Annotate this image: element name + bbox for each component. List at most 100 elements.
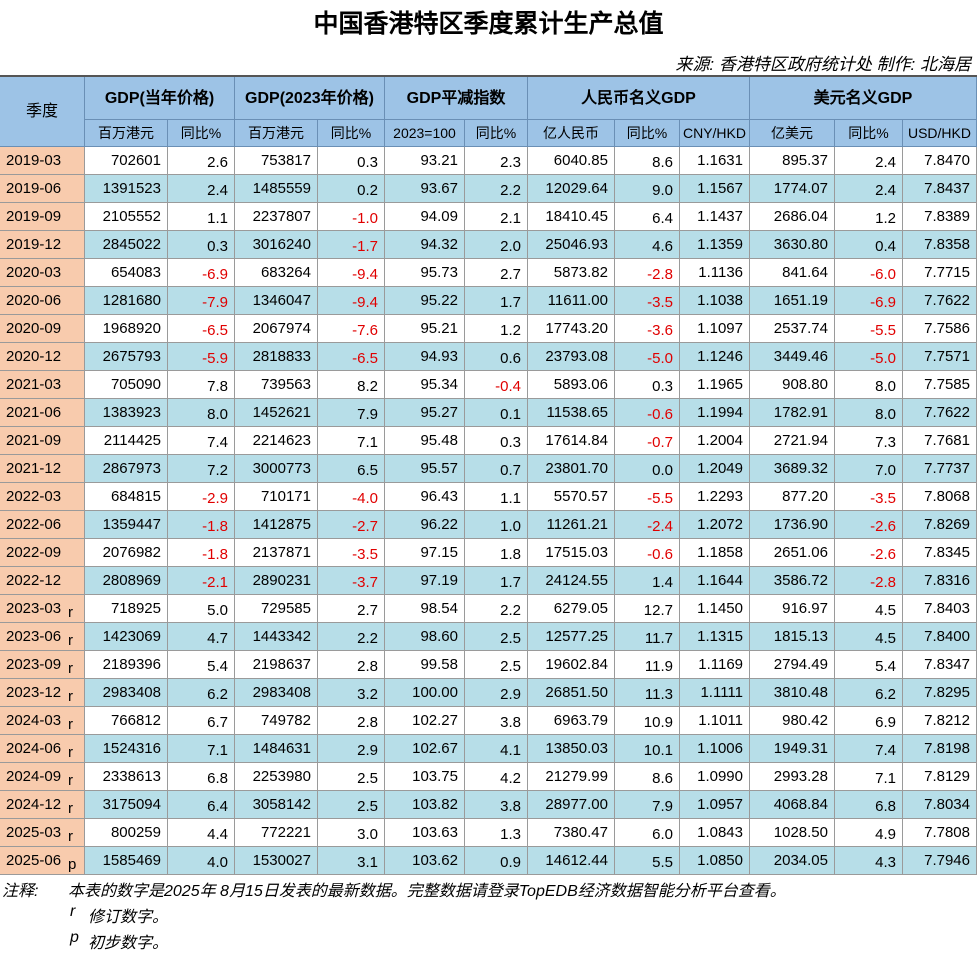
data-cell: 1815.13 [750, 623, 835, 651]
revision-flag: p [68, 856, 77, 873]
data-cell: 7.7681 [903, 427, 977, 455]
data-cell: 5570.57 [528, 483, 615, 511]
data-cell: 94.93 [385, 343, 465, 371]
data-cell: 1530027 [235, 847, 318, 875]
data-cell: 2114425 [85, 427, 168, 455]
quarter-cell: 2023-06 [0, 623, 85, 651]
quarter-cell: 2025-06 [0, 847, 85, 875]
quarter-cell: 2019-06 [0, 175, 85, 203]
data-cell: 10.9 [615, 707, 680, 735]
data-cell: 26851.50 [528, 679, 615, 707]
data-cell: -6.5 [318, 343, 385, 371]
data-cell: 4.3 [835, 847, 903, 875]
group-header: 美元名义GDP [750, 77, 977, 120]
data-cell: 2.7 [465, 259, 528, 287]
data-cell: 95.73 [385, 259, 465, 287]
data-cell: 0.6 [465, 343, 528, 371]
data-cell: 7.4 [835, 735, 903, 763]
data-cell: 0.0 [615, 455, 680, 483]
data-cell: -1.7 [318, 231, 385, 259]
data-cell: -3.5 [835, 483, 903, 511]
data-cell: 2105552 [85, 203, 168, 231]
data-cell: 6.8 [835, 791, 903, 819]
data-cell: 1.2072 [680, 511, 750, 539]
data-cell: 684815 [85, 483, 168, 511]
subheader: 同比% [318, 120, 385, 147]
revision-flag: r [68, 632, 73, 649]
data-cell: 2.6 [168, 147, 235, 175]
subheader: 亿人民币 [528, 120, 615, 147]
data-cell: 93.21 [385, 147, 465, 175]
data-cell: 4.1 [465, 735, 528, 763]
revision-flag: r [68, 744, 73, 761]
data-cell: -7.6 [318, 315, 385, 343]
data-cell: 7.7808 [903, 819, 977, 847]
data-cell: 6.2 [835, 679, 903, 707]
data-cell: 1774.07 [750, 175, 835, 203]
data-cell: 2651.06 [750, 539, 835, 567]
data-cell: 2.2 [465, 595, 528, 623]
subheader: 同比% [465, 120, 528, 147]
quarter-cell: 2021-12 [0, 455, 85, 483]
data-cell: 702601 [85, 147, 168, 175]
data-cell: 7.8403 [903, 595, 977, 623]
data-cell: 2818833 [235, 343, 318, 371]
data-cell: 2890231 [235, 567, 318, 595]
data-cell: -2.9 [168, 483, 235, 511]
data-cell: -2.4 [615, 511, 680, 539]
group-header: GDP(2023年价格) [235, 77, 385, 120]
data-cell: 895.37 [750, 147, 835, 175]
data-cell: 1.1136 [680, 259, 750, 287]
data-cell: 17515.03 [528, 539, 615, 567]
data-cell: -4.0 [318, 483, 385, 511]
data-cell: 3000773 [235, 455, 318, 483]
data-cell: 0.3 [465, 427, 528, 455]
data-cell: 1484631 [235, 735, 318, 763]
data-cell: 1.2004 [680, 427, 750, 455]
data-cell: 7.1 [318, 427, 385, 455]
quarter-cell: 2019-03 [0, 147, 85, 175]
data-cell: 103.62 [385, 847, 465, 875]
data-cell: 94.09 [385, 203, 465, 231]
data-cell: 95.57 [385, 455, 465, 483]
revision-flag: r [68, 800, 73, 817]
data-cell: 2.5 [318, 763, 385, 791]
data-cell: 7.7622 [903, 287, 977, 315]
data-cell: 1585469 [85, 847, 168, 875]
quarter-cell: 2020-06 [0, 287, 85, 315]
data-cell: 11.3 [615, 679, 680, 707]
data-cell: 980.42 [750, 707, 835, 735]
subheader: 同比% [168, 120, 235, 147]
quarter-cell: 2021-06 [0, 399, 85, 427]
data-cell: -1.0 [318, 203, 385, 231]
notes-label: 注释: [2, 883, 39, 900]
data-cell: 1.1437 [680, 203, 750, 231]
data-cell: 7.7585 [903, 371, 977, 399]
data-cell: 2.5 [318, 791, 385, 819]
legend-symbol: r [70, 903, 76, 920]
data-cell: 17614.84 [528, 427, 615, 455]
data-cell: 1.7 [465, 287, 528, 315]
data-cell: 1.1006 [680, 735, 750, 763]
data-cell: 1.1246 [680, 343, 750, 371]
data-cell: 2.5 [465, 651, 528, 679]
data-cell: 2675793 [85, 343, 168, 371]
data-cell: 5.5 [615, 847, 680, 875]
data-cell: 7.8 [168, 371, 235, 399]
data-cell: 3449.46 [750, 343, 835, 371]
quarter-cell: 2022-12 [0, 567, 85, 595]
data-cell: 2867973 [85, 455, 168, 483]
data-cell: 1.0850 [680, 847, 750, 875]
data-cell: 18410.45 [528, 203, 615, 231]
data-cell: 1.1644 [680, 567, 750, 595]
data-cell: 0.3 [168, 231, 235, 259]
quarter-cell: 2021-03 [0, 371, 85, 399]
data-cell: 25046.93 [528, 231, 615, 259]
data-cell: 1.1169 [680, 651, 750, 679]
data-cell: 2189396 [85, 651, 168, 679]
source: 来源: 香港特区政府统计处 制作: 北海居 [675, 55, 971, 74]
quarter-cell: 2020-03 [0, 259, 85, 287]
data-cell: 7.7586 [903, 315, 977, 343]
data-cell: 3.0 [318, 819, 385, 847]
data-cell: 2.8 [318, 707, 385, 735]
